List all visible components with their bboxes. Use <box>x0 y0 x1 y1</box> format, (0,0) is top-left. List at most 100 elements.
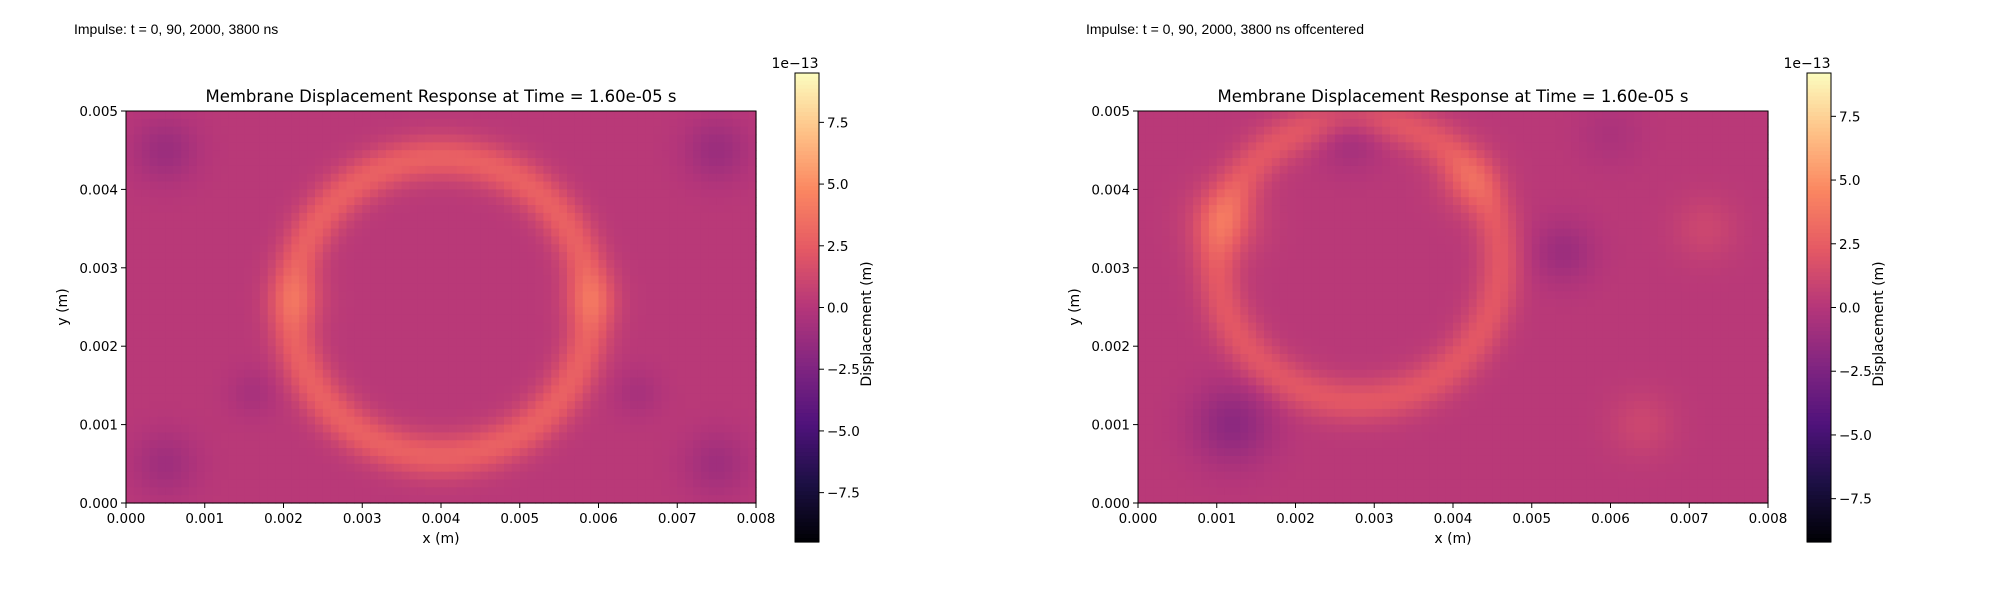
heatmap-cell <box>1642 166 1650 174</box>
heatmap-cell <box>662 409 670 417</box>
heatmap-cell <box>638 182 646 190</box>
chart-title: Membrane Displacement Response at Time =… <box>1217 87 1688 106</box>
heatmap-cell <box>512 213 520 221</box>
heatmap-cell <box>575 283 583 291</box>
colorbar-band <box>795 409 819 414</box>
heatmap-cell <box>173 401 181 409</box>
heatmap-cell <box>528 150 536 158</box>
heatmap-cell <box>213 385 221 393</box>
heatmap-cell <box>662 127 670 135</box>
heatmap-cell <box>1603 166 1611 174</box>
heatmap-cell <box>685 291 693 299</box>
heatmap-cell <box>709 252 717 260</box>
heatmap-cell <box>1406 182 1414 190</box>
heatmap-cell <box>677 401 685 409</box>
heatmap-cell <box>740 378 748 386</box>
heatmap-cell <box>394 385 402 393</box>
heatmap-cell <box>748 142 756 150</box>
heatmap-cell <box>1540 135 1548 143</box>
heatmap-cell <box>575 370 583 378</box>
heatmap-cell <box>504 150 512 158</box>
heatmap-cell <box>717 495 725 503</box>
heatmap-cell <box>709 315 717 323</box>
heatmap-cell <box>1689 182 1697 190</box>
heatmap-cell <box>654 111 662 119</box>
heatmap-cell <box>213 417 221 425</box>
heatmap-cell <box>449 370 457 378</box>
heatmap-cell <box>1374 135 1382 143</box>
heatmap-cell <box>551 409 559 417</box>
heatmap-cell <box>536 479 544 487</box>
heatmap-cell <box>331 385 339 393</box>
heatmap-cell <box>142 456 150 464</box>
heatmap-cell <box>567 158 575 166</box>
heatmap-cell <box>504 370 512 378</box>
heatmap-cell <box>504 354 512 362</box>
heatmap-cell <box>1666 142 1674 150</box>
heatmap-cell <box>1351 158 1359 166</box>
heatmap-cell <box>685 448 693 456</box>
heatmap-cell <box>630 189 638 197</box>
heatmap-cell <box>339 283 347 291</box>
heatmap-cell <box>1540 158 1548 166</box>
heatmap-cell <box>1634 166 1642 174</box>
heatmap-cell <box>1744 158 1752 166</box>
heatmap-cell <box>425 479 433 487</box>
heatmap-cell <box>244 229 252 237</box>
heatmap-cell <box>228 479 236 487</box>
heatmap-cell <box>740 276 748 284</box>
heatmap-cell <box>1437 182 1445 190</box>
heatmap-cell <box>165 127 173 135</box>
heatmap-cell <box>685 472 693 480</box>
heatmap-cell <box>449 244 457 252</box>
heatmap-cell <box>1469 150 1477 158</box>
heatmap-cell <box>433 236 441 244</box>
heatmap-cell <box>536 252 544 260</box>
heatmap-cell <box>740 291 748 299</box>
heatmap-cell <box>417 229 425 237</box>
heatmap-cell <box>740 472 748 480</box>
heatmap-cell <box>339 425 347 433</box>
heatmap-cell <box>1382 135 1390 143</box>
heatmap-cell <box>1256 111 1264 119</box>
colorbar-band <box>795 296 819 301</box>
heatmap-cell <box>1414 142 1422 150</box>
heatmap-cell <box>1414 174 1422 182</box>
heatmap-cell <box>717 213 725 221</box>
heatmap-cell <box>543 299 551 307</box>
heatmap-cell <box>748 268 756 276</box>
heatmap-cell <box>158 338 166 346</box>
heatmap-cell <box>536 378 544 386</box>
heatmap-cell <box>134 252 142 260</box>
heatmap-cell <box>213 150 221 158</box>
heatmap-cell <box>347 487 355 495</box>
heatmap-cell <box>614 174 622 182</box>
heatmap-cell <box>504 432 512 440</box>
heatmap-cell <box>551 111 559 119</box>
heatmap-cell <box>465 197 473 205</box>
heatmap-cell <box>205 354 213 362</box>
heatmap-cell <box>339 299 347 307</box>
heatmap-cell <box>315 229 323 237</box>
heatmap-cell <box>126 409 134 417</box>
heatmap-cell <box>268 307 276 315</box>
heatmap-cell <box>1248 142 1256 150</box>
heatmap-cell <box>291 385 299 393</box>
heatmap-cell <box>512 229 520 237</box>
heatmap-cell <box>331 472 339 480</box>
heatmap-cell <box>126 221 134 229</box>
heatmap-cell <box>134 417 142 425</box>
heatmap-cell <box>1177 150 1185 158</box>
heatmap-cell <box>213 166 221 174</box>
heatmap-cell <box>1634 174 1642 182</box>
heatmap-cell <box>181 393 189 401</box>
heatmap-cell <box>323 464 331 472</box>
heatmap-cell <box>662 283 670 291</box>
heatmap-cell <box>473 346 481 354</box>
heatmap-cell <box>260 338 268 346</box>
heatmap-cell <box>536 276 544 284</box>
heatmap-cell <box>252 244 260 252</box>
heatmap-cell <box>606 393 614 401</box>
heatmap-cell <box>150 158 158 166</box>
heatmap-cell <box>417 276 425 284</box>
